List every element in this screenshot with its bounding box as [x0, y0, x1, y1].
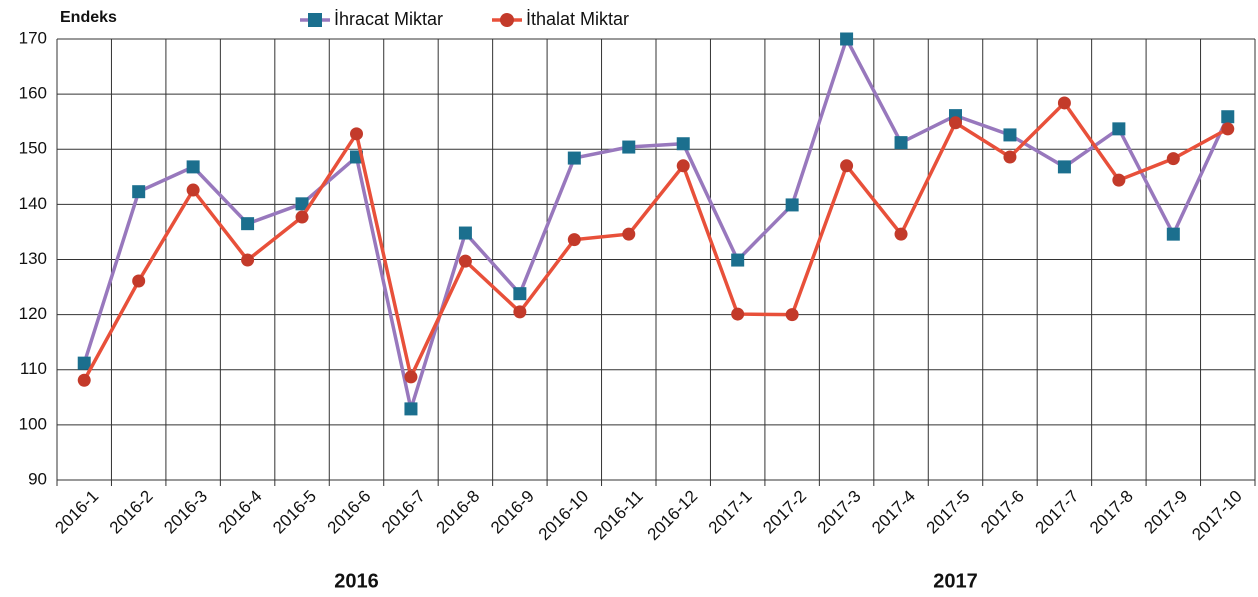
marker	[894, 227, 908, 241]
x-tick-label: 2017-10	[1188, 487, 1246, 545]
marker	[1057, 96, 1071, 110]
marker	[458, 226, 472, 240]
marker	[567, 151, 581, 165]
x-tick-label: 2016-2	[106, 487, 157, 538]
y-tick-label: 150	[19, 139, 47, 158]
x-tick-label: 2017-4	[868, 487, 919, 538]
marker	[676, 137, 690, 151]
x-tick-label: 2017-8	[1086, 487, 1137, 538]
marker	[1112, 173, 1126, 187]
marker	[1112, 122, 1126, 136]
marker	[132, 185, 146, 199]
x-tick-label: 2016-12	[644, 487, 702, 545]
marker	[350, 127, 363, 141]
x-tick-label: 2016-4	[215, 487, 266, 538]
marker	[186, 160, 200, 174]
legend-marker	[308, 13, 322, 27]
x-tick-label: 2016-8	[433, 487, 484, 538]
marker	[1057, 160, 1071, 174]
legend-marker	[500, 13, 514, 27]
y-tick-label: 130	[19, 249, 47, 268]
x-tick-label: 2016-11	[590, 487, 647, 544]
marker	[1221, 110, 1235, 124]
y-tick-label: 160	[19, 84, 47, 103]
marker	[840, 159, 854, 173]
marker	[1003, 128, 1017, 142]
marker	[132, 274, 146, 288]
y-tick-label: 110	[20, 359, 47, 378]
marker	[404, 402, 418, 416]
y-tick-label: 170	[19, 28, 47, 47]
marker	[731, 307, 745, 321]
marker	[295, 210, 309, 224]
marker	[731, 253, 745, 267]
y-tick-label: 100	[19, 414, 47, 433]
legend-label: İthalat Miktar	[526, 9, 629, 29]
legend-label: İhracat Miktar	[334, 9, 443, 29]
x-tick-label: 2017-9	[1140, 487, 1191, 538]
x-tick-label: 2016-7	[378, 487, 429, 538]
marker	[241, 253, 255, 267]
marker	[785, 198, 799, 212]
marker	[840, 32, 854, 46]
marker	[404, 370, 418, 384]
y-tick-label: 90	[28, 469, 47, 488]
marker	[295, 197, 309, 211]
x-tick-label: 2017-7	[1032, 487, 1083, 538]
marker	[241, 217, 255, 231]
x-tick-label: 2017-5	[923, 487, 974, 538]
marker	[1166, 152, 1180, 166]
x-tick-label: 2017-2	[759, 487, 810, 538]
marker	[1221, 122, 1235, 136]
y-tick-label: 120	[19, 304, 47, 323]
x-tick-label: 2016-10	[535, 487, 593, 545]
marker	[1003, 150, 1017, 164]
marker	[513, 305, 527, 319]
x-tick-label: 2016-5	[269, 487, 320, 538]
y-tick-label: 140	[19, 194, 47, 213]
x-tick-label: 2017-1	[705, 487, 756, 538]
marker	[622, 140, 636, 154]
x-tick-label: 2016-6	[324, 487, 375, 538]
marker	[785, 308, 799, 322]
group-label: 2016	[334, 570, 379, 592]
series-line	[82, 34, 1230, 416]
series-line	[82, 100, 1229, 383]
marker	[77, 356, 91, 370]
x-tick-label: 2017-6	[977, 487, 1028, 538]
x-tick-label: 2016-9	[487, 487, 538, 538]
x-tick-label: 2016-3	[160, 487, 211, 538]
marker	[622, 227, 636, 241]
marker	[186, 183, 200, 197]
x-tick-label: 2016-1	[51, 487, 102, 538]
marker	[77, 373, 91, 387]
marker	[458, 254, 472, 268]
x-tick-label: 2017-3	[814, 487, 865, 538]
marker	[676, 159, 690, 173]
marker	[1166, 227, 1180, 241]
marker	[949, 116, 962, 130]
marker	[513, 287, 527, 301]
marker	[567, 233, 581, 247]
marker	[894, 136, 908, 150]
y-axis-label: Endeks	[60, 9, 117, 26]
group-label: 2017	[933, 570, 978, 592]
